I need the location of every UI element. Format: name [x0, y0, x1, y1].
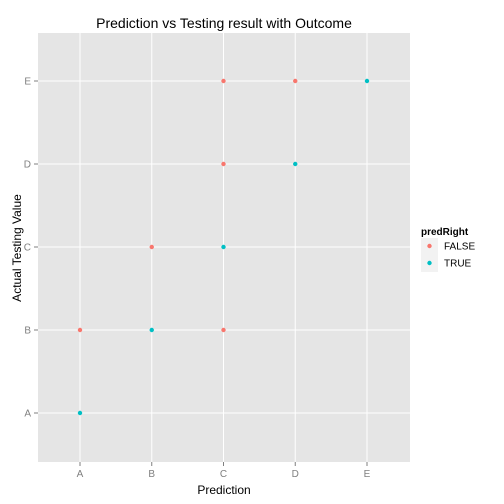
y-tick-label: A: [24, 409, 31, 420]
data-point: [149, 244, 154, 250]
data-point: [149, 327, 154, 333]
legend-label: FALSE: [444, 242, 475, 253]
data-point: [221, 327, 226, 333]
legend-title: predRight: [421, 227, 469, 238]
data-point: [221, 78, 226, 84]
legend-entries: FALSE TRUE: [421, 238, 475, 272]
x-tick-label: C: [220, 469, 227, 480]
data-points: [77, 78, 370, 416]
y-axis-title: Actual Testing Value: [10, 194, 24, 302]
data-point: [221, 244, 226, 250]
data-point: [77, 410, 83, 416]
x-tick-label: B: [148, 469, 155, 480]
x-tick-label: A: [77, 469, 84, 480]
x-tick-label: E: [364, 469, 371, 480]
y-tick-label: E: [24, 77, 31, 88]
y-tick-label: D: [24, 160, 31, 171]
legend-label: TRUE: [444, 259, 472, 270]
x-axis-ticks: A B C D E: [77, 462, 371, 480]
data-point: [77, 327, 83, 333]
legend-swatch: [427, 243, 432, 249]
y-tick-label: B: [24, 326, 31, 337]
x-axis-title: Prediction: [197, 483, 250, 497]
data-point: [293, 161, 298, 167]
data-point: [293, 78, 298, 84]
x-tick-label: D: [292, 469, 299, 480]
chart-title: Prediction vs Testing result with Outcom…: [96, 15, 352, 31]
legend-swatch: [427, 260, 432, 266]
y-tick-label: C: [24, 243, 31, 254]
legend: predRight FALSE TRUE: [421, 227, 475, 272]
data-point: [364, 78, 370, 84]
y-axis-ticks: A B C D E: [24, 77, 38, 420]
data-point: [221, 161, 226, 167]
